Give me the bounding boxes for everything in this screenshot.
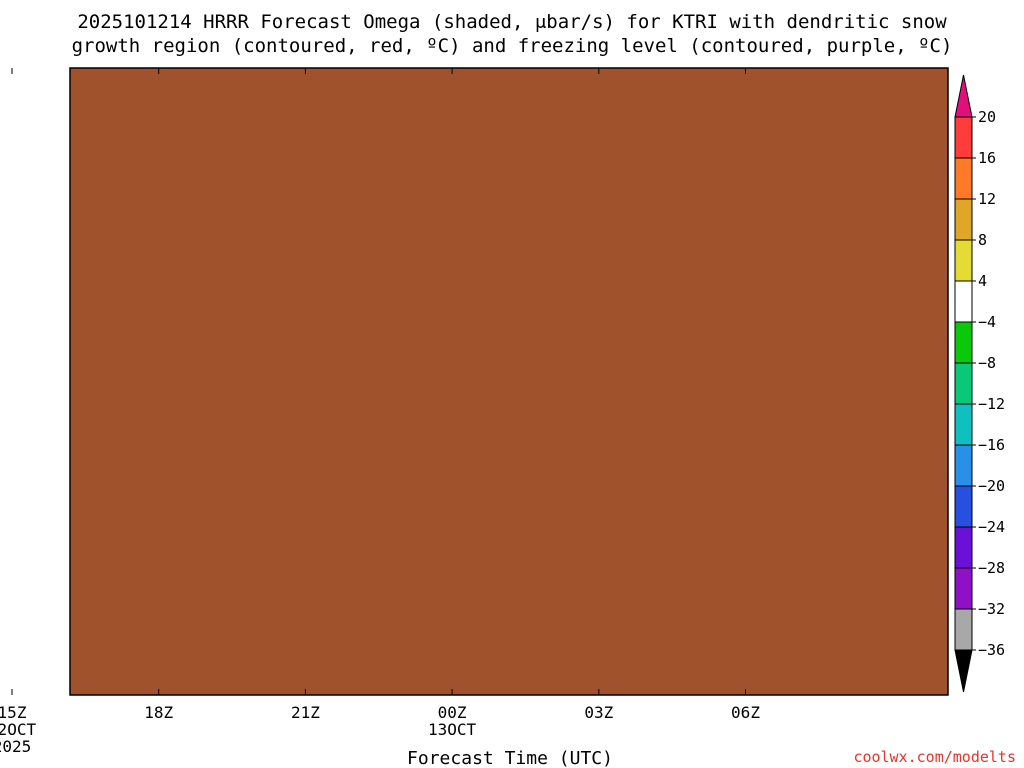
x-tick-label: 06Z [731,703,760,722]
colorbar-swatch [954,321,973,364]
colorbar-swatch [954,198,973,241]
colorbar-swatch [954,403,973,446]
credit-text[interactable]: coolwx.com/modelts [853,748,1016,766]
colorbar-label: −20 [978,477,1005,495]
colorbar-label: −24 [978,518,1005,536]
colorbar-label: 12 [978,190,996,208]
colorbar-label: 16 [978,149,996,167]
colorbar-label: −16 [978,436,1005,454]
colorbar-label: −28 [978,559,1005,577]
colorbar-label: 8 [978,231,987,249]
colorbar-swatch [954,526,973,569]
colorbar-swatch [954,157,973,200]
colorbar-label: −4 [978,313,996,331]
colorbar-top-arrow [954,74,973,118]
chart-title-line-2: growth region (contoured, red, ºC) and f… [72,35,953,57]
colorbar-swatch [954,116,973,159]
colorbar-label: 20 [978,108,996,126]
colorbar-bottom-arrow [954,649,973,693]
colorbar-swatch [954,567,973,610]
x-tick-label: 13OCT [428,720,477,739]
colorbar-swatch [954,239,973,282]
colorbar-label: −36 [978,641,1005,659]
colorbar-swatch [954,280,973,323]
x-tick-label: 00Z [438,703,467,722]
ground-fill [70,68,948,695]
colorbar-swatch [954,608,973,651]
colorbar-label: −32 [978,600,1005,618]
x-tick-label: 21Z [291,703,320,722]
x-tick-label: 18Z [144,703,173,722]
x-tick-label: 03Z [584,703,613,722]
x-axis-label: Forecast Time (UTC) [407,748,613,768]
chart-title-line-1: 2025101214 HRRR Forecast Omega (shaded, … [77,11,947,33]
colorbar-swatch [954,444,973,487]
colorbar-label: −8 [978,354,996,372]
colorbar-label: 4 [978,272,987,290]
colorbar-swatch [954,485,973,528]
x-tick-label: 2025 [0,737,31,756]
colorbar: 20 16 12 8 4 −4 −8 −12 −16 −20 −24 −28 −32 −36 [954,74,1005,693]
plot-clipped-group: -8-12-1200 [70,68,948,695]
colorbar-label: −12 [978,395,1005,413]
colorbar-swatch [954,362,973,405]
plot-area: -8-12-1200 [69,67,949,696]
plot-frame [69,67,949,696]
x-tick-label: 12OCT [0,720,36,739]
x-tick-label: 15Z [0,703,27,722]
